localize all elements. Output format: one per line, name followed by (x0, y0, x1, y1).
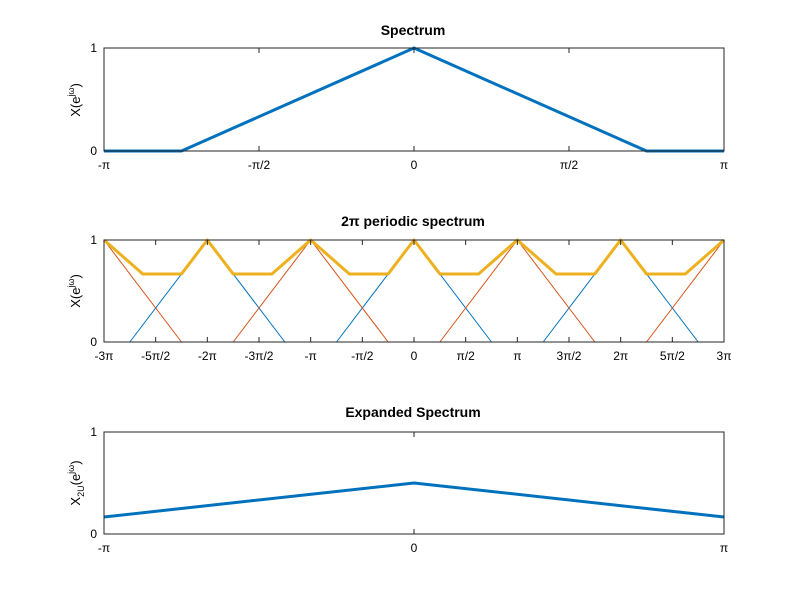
y-tick-label: 0 (90, 335, 97, 349)
axes-spectrum: -π -π/2 0 π/2 π 0 1 (90, 41, 728, 172)
x-tick-label: π (720, 158, 728, 172)
x-tick-label: -3π/2 (245, 349, 274, 363)
x-tick-label: -π/2 (351, 349, 374, 363)
y-axis-label-expanded: X2U(ejω) (66, 460, 86, 505)
y-axis-label-periodic: X(ejω) (66, 274, 83, 308)
x-tick-label: 0 (411, 541, 418, 555)
x-tick-label: 3π (717, 349, 732, 363)
panel-expanded: Expanded Spectrum -π 0 π01 X2U(ejω) (66, 404, 728, 555)
axes-expanded: -π 0 π01 (90, 425, 728, 555)
x-tick-label: 2π (613, 349, 628, 363)
y-tick-label: 0 (90, 144, 97, 158)
y-tick-label: 1 (90, 41, 97, 55)
chart-title-spectrum: Spectrum (381, 22, 446, 38)
x-tick-label: 5π/2 (660, 349, 685, 363)
x-tick-label: π (513, 349, 521, 363)
x-tick-label: 0 (411, 349, 418, 363)
x-tick-label: -π (98, 158, 110, 172)
axis-box (103, 47, 725, 152)
x-tick-label: π/2 (457, 349, 476, 363)
series-line-blue (103, 481, 725, 519)
series-line-blue (104, 46, 724, 153)
x-tick-label: -π (98, 541, 110, 555)
y-tick-label: 0 (90, 527, 97, 541)
x-tick-label: -3π (95, 349, 114, 363)
x-tick-label: -π (305, 349, 317, 363)
x-tick-label: π (720, 541, 728, 555)
x-tick-label: π/2 (560, 158, 579, 172)
y-axis-label-spectrum: X(ejω) (66, 83, 83, 117)
chart-title-expanded: Expanded Spectrum (345, 404, 480, 420)
chart-title-periodic: 2π periodic spectrum (341, 213, 485, 229)
y-tick-label: 1 (90, 233, 97, 247)
x-tick-label: -2π (198, 349, 217, 363)
axes-periodic: -3π -5π/2 -2π -3π/2 -π -π/2 0 π/2 π 3π/2 2π 5π/2 3π 0… (90, 233, 731, 363)
series-line-yellow (103, 238, 725, 276)
x-tick-label: -π/2 (248, 158, 271, 172)
x-tick-label: 0 (411, 158, 418, 172)
x-tick-label: 3π/2 (557, 349, 582, 363)
panel-periodic: 2π periodic spectrum -3π -5π/2 -2π -3π/2 -π -… (66, 213, 731, 363)
panel-spectrum: Spectrum -π -π/2 0 π/2 π 0 1 X(ejω) (66, 22, 728, 172)
y-tick-label: 1 (90, 425, 97, 439)
x-tick-label: -5π/2 (141, 349, 170, 363)
